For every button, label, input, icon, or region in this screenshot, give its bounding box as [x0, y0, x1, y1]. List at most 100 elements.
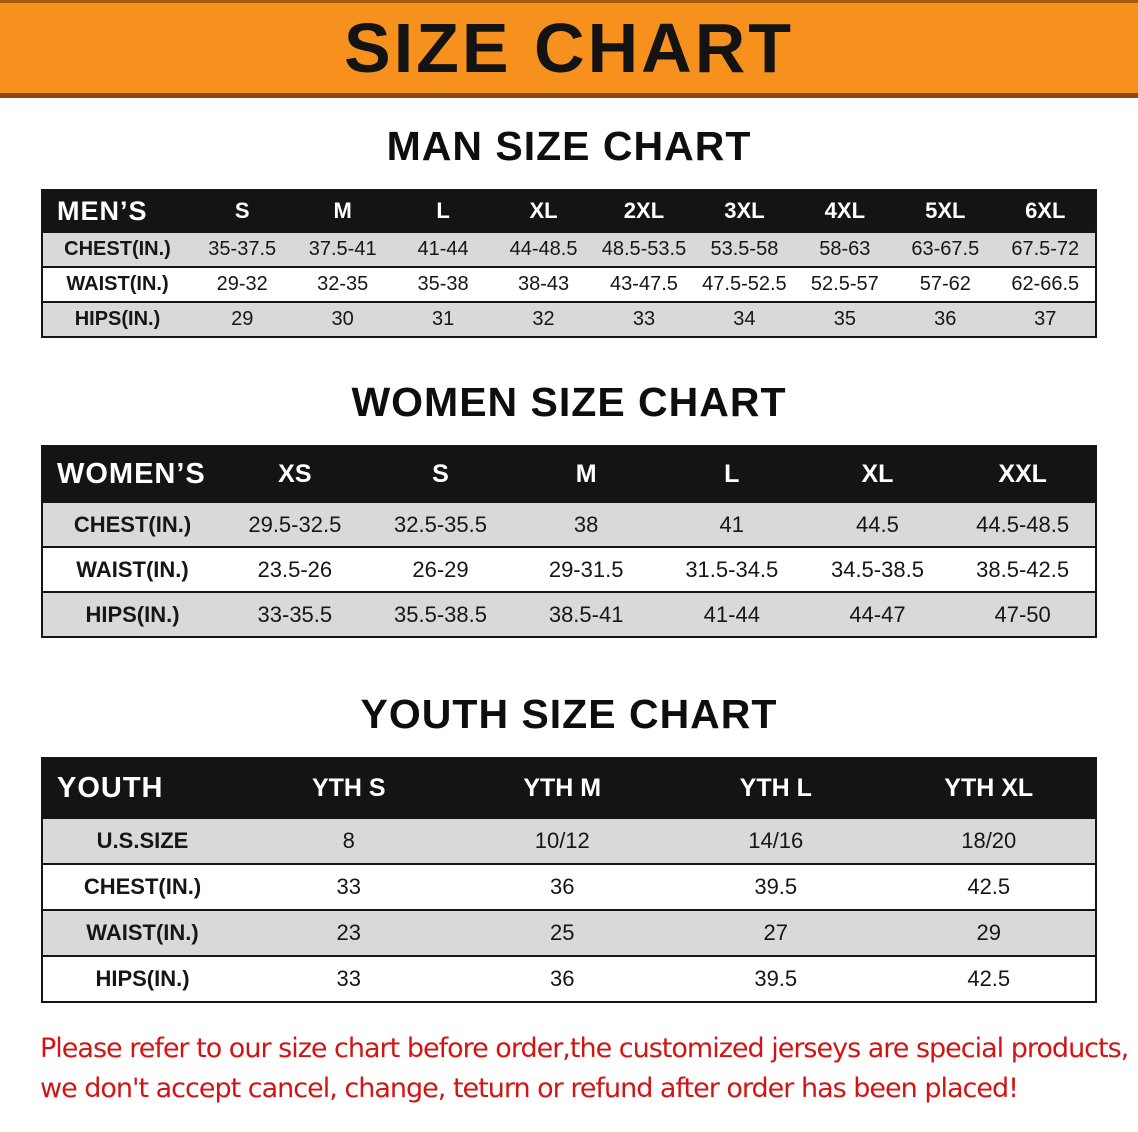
- size-value: 52.5-57: [810, 273, 879, 296]
- row-label: HIPS(IN.): [74, 308, 161, 331]
- youth-size-table: YOUTH YTH S YTH M YTH L YTH XL U.S.SIZE 8 10/12…: [41, 757, 1097, 1004]
- size-value: 41-44: [417, 238, 469, 261]
- size-value: 33: [632, 308, 656, 331]
- size-value: 38-43: [517, 273, 570, 296]
- size-value: 35: [833, 308, 856, 331]
- women-section: WOMEN SIZE CHART WOMEN’S XS S M L XL XXL CHEST(…: [0, 379, 1138, 639]
- size-column-header: 3XL: [694, 190, 795, 233]
- size-value: 27: [763, 920, 788, 946]
- size-value: 32.5-35.5: [394, 511, 487, 537]
- row-label: CHEST(IN.): [73, 511, 192, 537]
- size-value: 67.5-72: [1011, 238, 1080, 261]
- size-value: 63-67.5: [911, 238, 980, 261]
- table-header-row: WOMEN’S XS S M L XL XXL: [42, 446, 1096, 503]
- size-value: 36: [934, 308, 957, 331]
- size-value: 42.5: [967, 874, 1011, 900]
- row-label: WAIST(IN.): [86, 920, 199, 946]
- size-value: 32-35: [317, 273, 369, 296]
- banner: SIZE CHART: [0, 0, 1138, 98]
- size-value: 44.5-48.5: [976, 511, 1070, 537]
- size-value: 35-38: [417, 273, 469, 296]
- size-value: 32: [532, 308, 555, 331]
- measurement-row: HIPS(IN.) 33-35.5 35.5-38.5 38.5-41 41-44 44-…: [42, 592, 1096, 638]
- youth-section: YOUTH SIZE CHART YOUTH YTH S YTH M YTH L YTH…: [0, 692, 1138, 1004]
- measurement-row: CHEST(IN.) 29.5-32.5 32.5-35.5 38 41 44.5 44.5…: [42, 502, 1096, 548]
- size-column-header: 2XL: [593, 190, 695, 233]
- size-value: 39.5: [754, 966, 798, 992]
- row-label: WAIST(IN.): [76, 556, 189, 582]
- size-value: 48.5-53.5: [601, 238, 687, 261]
- size-value: 38: [573, 511, 599, 537]
- size-value: 38.5-42.5: [976, 556, 1070, 582]
- size-column-header: 4XL: [794, 190, 896, 233]
- measurement-row: HIPS(IN.) 29 30 31 32 33 34 35 36 37: [42, 302, 1096, 338]
- size-value: 26-29: [412, 556, 469, 582]
- size-column-header: YTH S: [242, 758, 456, 819]
- disclaimer: Please refer to our size chart before or…: [40, 1029, 1138, 1109]
- size-value: 14/16: [748, 828, 804, 854]
- row-label: WAIST(IN.): [66, 273, 169, 296]
- men-size-table: MEN’S S M L XL 2XL 3XL 4XL 5XL 6XL CHEST(IN.) 35-37…: [41, 189, 1097, 339]
- size-column-header: XL: [493, 190, 594, 233]
- size-value: 34.5-38.5: [830, 556, 924, 582]
- group-label: MEN’S: [42, 190, 192, 233]
- size-value: 57-62: [919, 273, 971, 296]
- size-value: 29-32: [216, 273, 268, 296]
- size-column-header: 5XL: [895, 190, 996, 233]
- size-value: 44.5: [856, 511, 899, 537]
- size-value: 31.5-34.5: [685, 556, 779, 582]
- size-value: 47.5-52.5: [702, 273, 787, 296]
- size-value: 36: [550, 874, 575, 900]
- size-column-header: YTH M: [455, 758, 669, 819]
- size-value: 35-37.5: [208, 238, 277, 261]
- size-column-header: M: [513, 446, 659, 503]
- size-value: 30: [331, 308, 354, 331]
- measurement-row: WAIST(IN.) 29-32 32-35 35-38 38-43 43-47.5 47.…: [42, 267, 1096, 303]
- table-header-row: YOUTH YTH S YTH M YTH L YTH XL: [42, 758, 1096, 819]
- size-value: 29.5-32.5: [248, 511, 342, 537]
- size-value: 47-50: [994, 601, 1051, 627]
- size-value: 18/20: [961, 828, 1017, 854]
- size-value: 25: [550, 920, 575, 946]
- size-value: 29: [231, 308, 254, 331]
- size-value: 42.5: [967, 966, 1011, 992]
- size-column-header: S: [192, 190, 293, 233]
- size-column-header: XL: [804, 446, 951, 503]
- size-column-header: 6XL: [995, 190, 1096, 233]
- size-column-header: XS: [222, 446, 368, 503]
- size-value: 41-44: [703, 601, 760, 627]
- men-section: MAN SIZE CHART MEN’S S M L XL 2XL 3XL 4XL 5XL 6XL…: [0, 123, 1138, 339]
- measurement-row: CHEST(IN.) 35-37.5 37.5-41 41-44 44-48.5 48.5…: [42, 232, 1096, 268]
- size-chart-page: SIZE CHART MAN SIZE CHART MEN’S S M L XL 2XL 3…: [0, 0, 1138, 1109]
- group-label: WOMEN’S: [42, 446, 222, 503]
- size-value: 58-63: [819, 238, 871, 261]
- measurement-row: HIPS(IN.) 33 36 39.5 42.5: [42, 956, 1096, 1003]
- size-column-header: XXL: [950, 446, 1096, 503]
- size-value: 23: [336, 920, 361, 946]
- size-value: 44-48.5: [509, 238, 578, 261]
- size-value: 33: [336, 966, 361, 992]
- table-header-row: MEN’S S M L XL 2XL 3XL 4XL 5XL 6XL: [42, 190, 1096, 233]
- disclaimer-line-1: Please refer to our size chart before or…: [40, 1033, 1129, 1065]
- size-value: 33: [336, 874, 361, 900]
- size-value: 23.5-26: [257, 556, 333, 582]
- measurement-row: WAIST(IN.) 23.5-26 26-29 29-31.5 31.5-34.5 34…: [42, 547, 1096, 593]
- row-label: HIPS(IN.): [85, 601, 180, 627]
- row-label: CHEST(IN.): [64, 238, 171, 261]
- size-value: 35.5-38.5: [394, 601, 487, 627]
- women-size-table: WOMEN’S XS S M L XL XXL CHEST(IN.) 29.5-32.5 32.5…: [41, 445, 1097, 639]
- size-value: 43-47.5: [610, 273, 678, 296]
- size-value: 36: [550, 966, 575, 992]
- size-column-header: M: [292, 190, 393, 233]
- size-value: 53.5-58: [710, 238, 779, 261]
- disclaimer-line-2: we don't accept cancel, change, teturn o…: [40, 1073, 1019, 1105]
- row-label: CHEST(IN.): [83, 874, 202, 900]
- size-value: 62-66.5: [1011, 273, 1080, 296]
- size-value: 37: [1034, 308, 1057, 331]
- size-value: 34: [733, 308, 756, 331]
- size-value: 37.5-41: [308, 238, 377, 261]
- row-label: HIPS(IN.): [95, 966, 190, 992]
- size-value: 38.5-41: [548, 601, 624, 627]
- men-heading: MAN SIZE CHART: [386, 123, 752, 169]
- group-label: YOUTH: [42, 758, 242, 819]
